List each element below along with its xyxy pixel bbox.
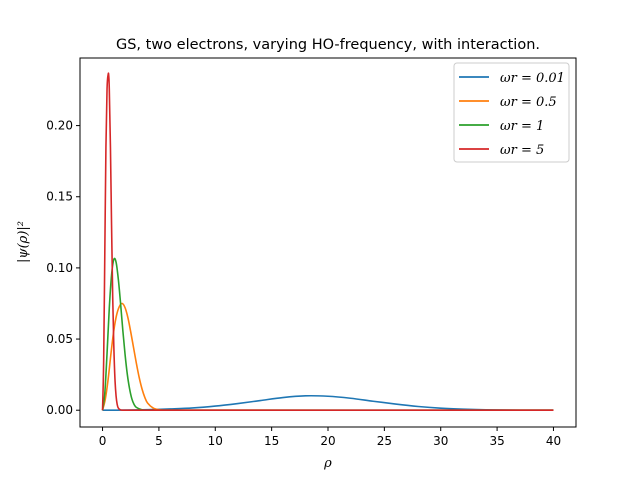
x-axis-ticks: 0 5 10 15 20 25 30 35 40: [99, 427, 561, 448]
x-tick-label: 5: [155, 434, 163, 448]
series-line-1: [102, 394, 554, 412]
x-tick-label: 20: [320, 434, 335, 448]
legend-box: [453, 62, 570, 163]
x-axis-label: ρ: [323, 456, 332, 471]
x-tick-label: 30: [433, 434, 448, 448]
x-tick-label: 40: [546, 434, 561, 448]
y-tick-label: 0.20: [46, 119, 73, 133]
x-tick-label: 0: [99, 434, 107, 448]
y-tick-label: 0.10: [46, 261, 73, 275]
y-tick-label: 0.15: [46, 190, 73, 204]
series-line-3: [101, 257, 554, 412]
legend-label-3: ωr = 1: [500, 119, 544, 134]
legend-label-2: ωr = 0.5: [500, 95, 557, 110]
y-tick-label: 0.00: [46, 403, 73, 417]
y-tick-label: 0.05: [46, 332, 73, 346]
legend-label-1: ωr = 0.01: [500, 71, 565, 86]
series-layer: [101, 72, 554, 412]
chart-title: GS, two electrons, varying HO-frequency,…: [116, 37, 540, 53]
legend-label-4: ωr = 5: [500, 143, 544, 158]
y-axis-ticks: 0.00 0.05 0.10 0.15 0.20: [46, 119, 80, 417]
x-tick-label: 10: [208, 434, 223, 448]
x-tick-label: 35: [489, 434, 504, 448]
series-line-4: [101, 72, 554, 412]
series-line-2: [101, 302, 554, 412]
y-axis-label: |ψ(ρ)|²: [16, 221, 31, 263]
legend: ωr = 0.01 ωr = 0.5 ωr = 1 ωr = 5: [453, 62, 570, 163]
x-tick-label: 15: [264, 434, 279, 448]
x-tick-label: 25: [377, 434, 392, 448]
